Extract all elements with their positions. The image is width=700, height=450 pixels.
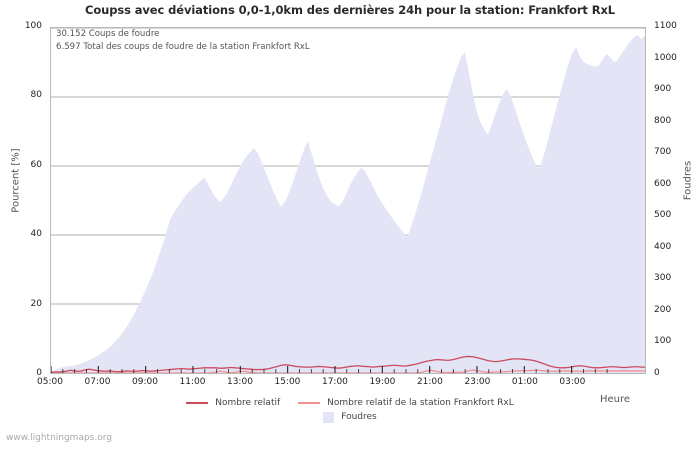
legend: Nombre relatif Nombre relatif de la stati…: [0, 396, 700, 424]
legend-row-primary: Nombre relatif Nombre relatif de la stati…: [0, 396, 700, 410]
series-area-foudres: [51, 34, 645, 373]
x-tick: 01:00: [511, 377, 538, 387]
plot-svg: [51, 28, 645, 373]
y-tick-left: 20: [30, 298, 42, 309]
x-tick: 07:00: [84, 377, 111, 387]
y-tick-left: 80: [30, 90, 42, 101]
y-axis-label-left: Pourcent [%]: [10, 148, 22, 213]
x-tick: 03:00: [559, 377, 586, 387]
x-tick: 11:00: [179, 377, 206, 387]
y-tick-right: 900: [654, 84, 672, 95]
legend-line-swatch: [298, 402, 321, 404]
annotation-station-strokes: 6.597 Total des coups de foudre de la st…: [56, 42, 310, 52]
y-tick-right: 1000: [654, 52, 677, 63]
y-tick-left: 100: [24, 21, 42, 31]
plot-area: [50, 27, 646, 374]
page-title: Coupss avec déviations 0,0-1,0km des der…: [84, 3, 615, 17]
annotation-total-strokes: 30.152 Coups de foudre: [56, 29, 160, 39]
y-tick-right: 200: [654, 304, 672, 315]
x-tick: 09:00: [132, 377, 158, 387]
y-tick-right: 300: [654, 273, 672, 284]
x-tick: 05:00: [37, 377, 63, 387]
legend-item-label: Nombre relatif de la station Frankfort R…: [327, 398, 514, 408]
y-tick-right: 800: [654, 115, 672, 126]
y-tick-right: 500: [654, 210, 672, 221]
x-tick: 23:00: [464, 377, 491, 387]
x-tick: 19:00: [369, 377, 396, 387]
watermark: www.lightningmaps.org: [6, 433, 112, 443]
y-tick-left: 60: [30, 159, 42, 170]
legend-box-swatch: [323, 411, 335, 423]
legend-item[interactable]: Foudres: [323, 411, 377, 423]
y-tick-right: 100: [654, 336, 672, 347]
legend-item[interactable]: Nombre relatif: [186, 398, 280, 408]
x-tick: 21:00: [416, 377, 443, 387]
x-tickmarks: [51, 366, 608, 373]
legend-item-label: Foudres: [341, 412, 377, 422]
legend-line-swatch: [186, 402, 209, 404]
y-tick-right: 600: [654, 178, 672, 189]
x-tick: 15:00: [274, 377, 301, 387]
legend-item-label: Nombre relatif: [215, 398, 281, 408]
y-tick-right: 400: [654, 241, 672, 252]
y-tick-right: 700: [654, 147, 672, 158]
y-tick-left: 0: [36, 368, 42, 378]
y-tick-left: 40: [30, 229, 42, 240]
y-tick-right: 1100: [654, 21, 677, 31]
x-tick: 13:00: [226, 377, 253, 387]
x-tick: 17:00: [321, 377, 348, 387]
legend-item[interactable]: Nombre relatif de la station Frankfort R…: [298, 398, 514, 408]
y-tick-right: 0: [654, 368, 660, 378]
x-axis-label: Heure: [600, 394, 631, 405]
series-line-nombre-relatif: [51, 355, 645, 373]
series-line-station-relative: [51, 369, 645, 373]
legend-row-secondary: Foudres: [0, 410, 700, 424]
